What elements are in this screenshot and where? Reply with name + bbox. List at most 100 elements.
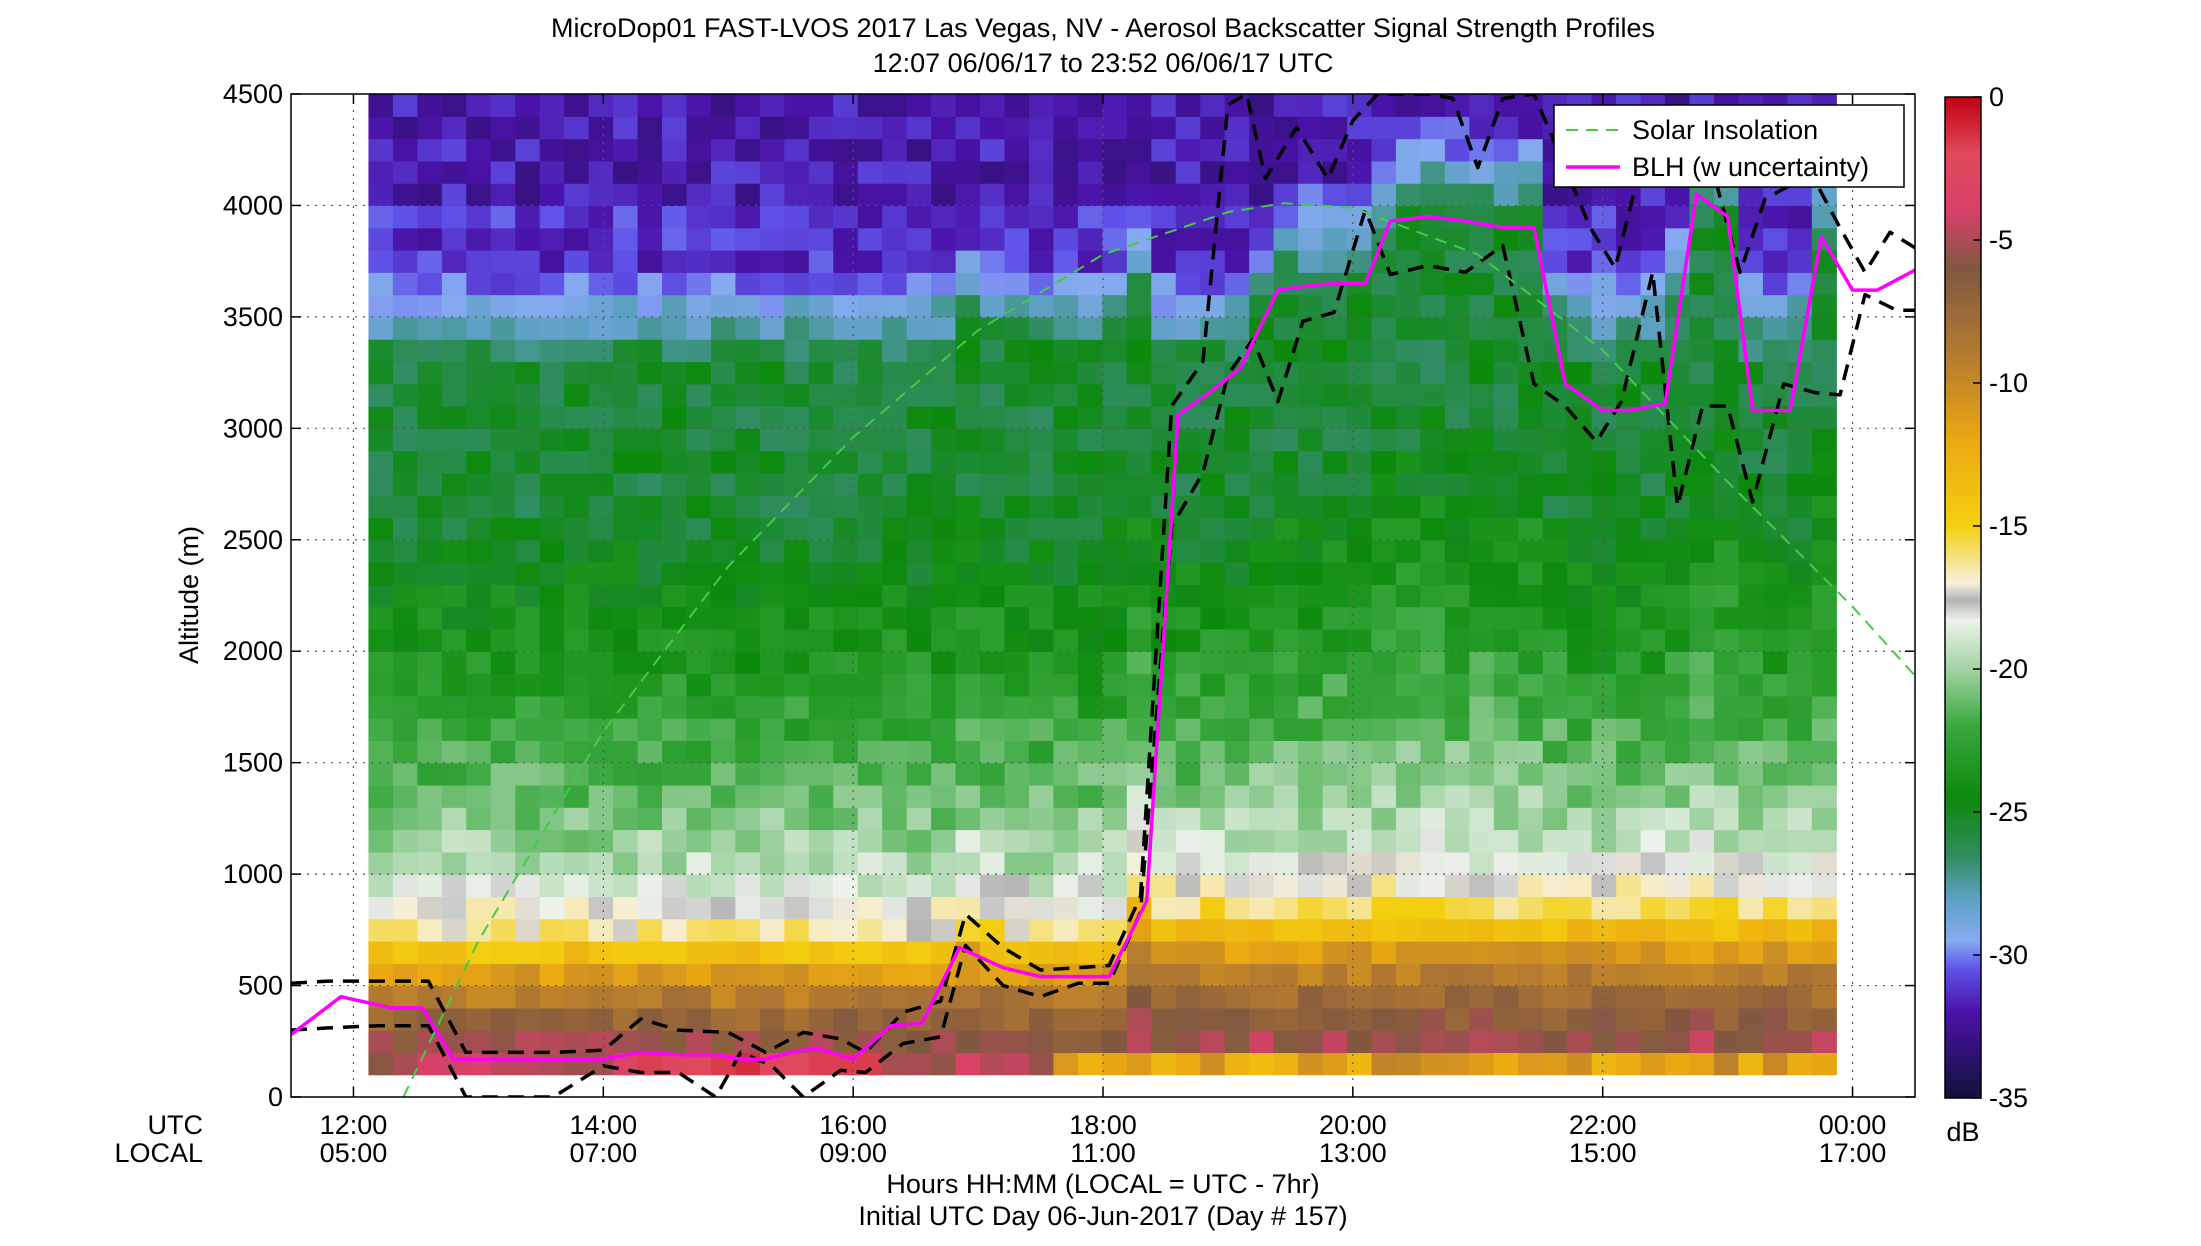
heatmap-cell xyxy=(1322,874,1348,897)
heatmap-cell xyxy=(490,316,516,340)
legend: Solar Insolation BLH (w uncertainty) xyxy=(1553,104,1905,188)
heatmap-cell xyxy=(441,851,467,875)
heatmap-cell xyxy=(1175,183,1201,207)
heatmap-cell xyxy=(1322,1052,1348,1076)
heatmap-cell xyxy=(1811,985,1837,1009)
heatmap-cell xyxy=(1469,874,1495,897)
heatmap-cell xyxy=(1518,918,1544,942)
heatmap-cell xyxy=(1298,695,1324,719)
heatmap-cell xyxy=(759,963,785,987)
heatmap-cell xyxy=(1591,829,1617,853)
heatmap-cell xyxy=(1640,874,1666,897)
heatmap-cell xyxy=(637,584,663,608)
heatmap-cell xyxy=(466,784,492,808)
heatmap-cell xyxy=(1175,584,1201,608)
heatmap-cell xyxy=(417,383,443,407)
heatmap-cell xyxy=(857,651,883,675)
heatmap-cell xyxy=(1102,896,1128,920)
heatmap-cell xyxy=(1469,718,1495,741)
heatmap-cell xyxy=(441,784,467,808)
heatmap-cell xyxy=(931,339,957,363)
heatmap-cell xyxy=(931,539,957,563)
heatmap-cell xyxy=(906,673,932,697)
heatmap-cell xyxy=(1028,1052,1055,1076)
heatmap-cell xyxy=(515,227,541,251)
heatmap-cell xyxy=(1102,695,1128,719)
heatmap-cell xyxy=(368,695,394,719)
heatmap-cell xyxy=(1077,361,1103,385)
heatmap-cell xyxy=(1811,963,1837,987)
heatmap-cell xyxy=(1249,584,1275,608)
heatmap-cell xyxy=(1249,606,1275,630)
heatmap-cell xyxy=(1665,495,1691,519)
heatmap-cell xyxy=(686,472,712,496)
heatmap-cell xyxy=(1469,784,1495,808)
heatmap-cell xyxy=(1077,673,1103,697)
heatmap-cell xyxy=(1665,294,1691,318)
heatmap-cell xyxy=(1640,1007,1666,1031)
heatmap-cell xyxy=(857,584,883,608)
heatmap-cell xyxy=(1298,940,1324,964)
heatmap-cell xyxy=(368,428,394,452)
heatmap-cell xyxy=(1151,250,1177,273)
heatmap-cell xyxy=(1224,361,1250,385)
heatmap-cell xyxy=(1102,762,1128,786)
heatmap-cell xyxy=(662,428,688,452)
heatmap-cell xyxy=(1200,651,1226,675)
heatmap-cell xyxy=(833,450,859,474)
heatmap-cell xyxy=(1469,918,1495,942)
heatmap-cell xyxy=(735,450,761,474)
heatmap-cell xyxy=(1126,316,1152,340)
heatmap-cell xyxy=(1249,1052,1275,1076)
heatmap-cell xyxy=(1151,183,1177,207)
heatmap-cell xyxy=(1567,495,1593,519)
heatmap-cell xyxy=(1762,651,1788,675)
heatmap-cell xyxy=(857,807,883,831)
heatmap-cell xyxy=(686,695,712,719)
heatmap-cell xyxy=(588,450,614,474)
heatmap-cell xyxy=(441,517,467,541)
heatmap-cell xyxy=(1347,718,1373,741)
heatmap-cell xyxy=(1493,1052,1519,1076)
heatmap-cell xyxy=(441,339,467,363)
heatmap-cell xyxy=(392,718,418,741)
heatmap-cell xyxy=(441,651,467,675)
heatmap-cell xyxy=(1518,695,1544,719)
heatmap-cell xyxy=(1616,651,1642,675)
heatmap-cell xyxy=(1420,539,1446,563)
heatmap-cell xyxy=(1126,339,1152,363)
heatmap-cell xyxy=(1762,383,1788,407)
heatmap-cell xyxy=(980,695,1006,719)
heatmap-cell xyxy=(1028,740,1055,764)
heatmap-cell xyxy=(1762,606,1788,630)
heatmap-cell xyxy=(1077,628,1103,652)
heatmap-cell xyxy=(1102,584,1128,608)
heatmap-cell xyxy=(613,695,639,719)
heatmap-cell xyxy=(980,450,1006,474)
heatmap-cell xyxy=(955,718,981,741)
heatmap-cell xyxy=(1004,361,1030,385)
heatmap-cell xyxy=(662,517,688,541)
heatmap-cell xyxy=(368,250,394,273)
heatmap-cell xyxy=(539,517,565,541)
heatmap-cell xyxy=(1420,495,1446,519)
heatmap-cell xyxy=(931,294,957,318)
heatmap-cell xyxy=(931,406,957,429)
y-tick-label: 3000 xyxy=(223,413,283,443)
heatmap-cell xyxy=(980,651,1006,675)
heatmap-cell xyxy=(1322,517,1348,541)
heatmap-cell xyxy=(1811,651,1837,675)
heatmap-cell xyxy=(1347,383,1373,407)
heatmap-cell xyxy=(1347,1030,1373,1054)
heatmap-cell xyxy=(1567,940,1593,964)
heatmap-cell xyxy=(1444,316,1470,340)
heatmap-cell xyxy=(1444,584,1470,608)
heatmap-cell xyxy=(759,606,785,630)
heatmap-cell xyxy=(539,406,565,429)
heatmap-cell xyxy=(906,918,932,942)
heatmap-cell xyxy=(1738,651,1764,675)
heatmap-cell xyxy=(1665,584,1691,608)
legend-solar-label: Solar Insolation xyxy=(1632,115,1818,145)
heatmap-cell xyxy=(1249,874,1275,897)
heatmap-cell xyxy=(490,673,516,697)
